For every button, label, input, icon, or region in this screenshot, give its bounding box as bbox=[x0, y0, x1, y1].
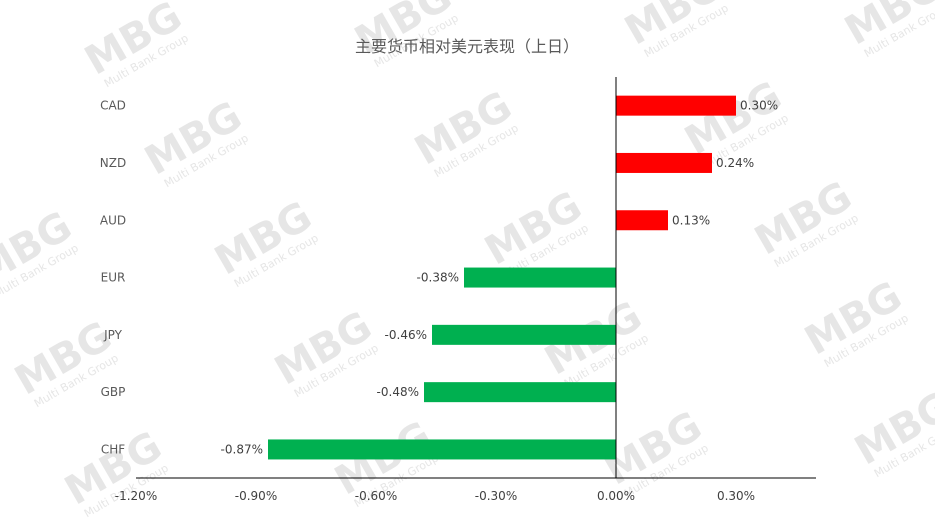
bar-cad bbox=[616, 95, 736, 116]
data-label-gbp: -0.48% bbox=[377, 385, 419, 399]
category-label-nzd: NZD bbox=[100, 156, 126, 170]
data-label-aud: 0.13% bbox=[672, 213, 710, 227]
category-label-cad: CAD bbox=[100, 99, 126, 113]
x-tick-label: -1.20% bbox=[115, 489, 157, 503]
x-tick-label: -0.30% bbox=[475, 489, 517, 503]
x-tick-label: 0.30% bbox=[717, 489, 755, 503]
category-label-jpy: JPY bbox=[103, 328, 123, 342]
x-tick-labels: -1.20% -0.90% -0.60% -0.30% 0.00% 0.30% bbox=[115, 489, 755, 503]
x-tick-label: -0.60% bbox=[355, 489, 397, 503]
category-labels: CAD NZD AUD EUR JPY GBP CHF bbox=[100, 99, 126, 457]
axes bbox=[136, 77, 816, 479]
category-label-gbp: GBP bbox=[101, 385, 126, 399]
bar-chf bbox=[268, 439, 616, 460]
x-tick-label: 0.00% bbox=[597, 489, 635, 503]
bar-nzd bbox=[616, 152, 712, 173]
category-label-aud: AUD bbox=[100, 213, 126, 227]
bar-jpy bbox=[432, 324, 616, 345]
x-tick-label: -0.90% bbox=[235, 489, 277, 503]
category-label-eur: EUR bbox=[101, 271, 126, 285]
data-label-eur: -0.38% bbox=[417, 271, 459, 285]
data-label-chf: -0.87% bbox=[221, 442, 263, 456]
bar-eur bbox=[464, 267, 616, 288]
data-label-cad: 0.30% bbox=[740, 99, 778, 113]
data-label-nzd: 0.24% bbox=[716, 156, 754, 170]
category-label-chf: CHF bbox=[101, 442, 125, 456]
bar-aud bbox=[616, 210, 668, 231]
bar-gbp bbox=[424, 382, 616, 403]
data-labels: 0.30% 0.24% 0.13% -0.38% -0.46% -0.48% -0.87% bbox=[221, 99, 779, 457]
bars-group bbox=[268, 95, 736, 460]
data-label-jpy: -0.46% bbox=[385, 328, 427, 342]
chart-title: 主要货币相对美元表现（上日） bbox=[355, 37, 579, 56]
